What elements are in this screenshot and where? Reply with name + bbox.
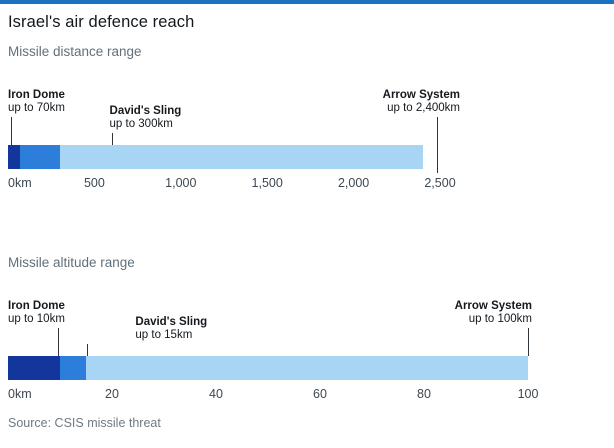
axis-tick-label: 20: [105, 387, 119, 401]
annotation-iron-dome: Iron Dome up to 10km: [8, 300, 65, 326]
leader-line: [111, 133, 113, 145]
axis-tick-label: 60: [313, 387, 327, 401]
leader-line: [527, 328, 529, 356]
annotation-title: Arrow System: [454, 300, 532, 312]
bar-segment-arrow-system: [59, 145, 423, 169]
leader-line: [437, 117, 439, 173]
bar-segment-iron-dome: [8, 356, 60, 380]
annotation-value: up to 100km: [468, 313, 532, 325]
chart-subtitle: Missile altitude range: [8, 255, 135, 270]
x-axis: 0km 20 40 60 80 100: [8, 380, 538, 404]
annotation-title: David's Sling: [109, 105, 182, 117]
annotation-value: up to 10km: [8, 313, 65, 325]
axis-tick-label: 0km: [8, 387, 32, 401]
annotation-david-s-sling: David's Sling up to 300km: [110, 105, 182, 131]
source-note: Source: CSIS missile threat: [8, 416, 161, 430]
chart-subtitle: Missile distance range: [8, 44, 142, 59]
annotation-arrow-system: Arrow System up to 100km: [455, 300, 532, 326]
axis-tick-label: 100: [517, 387, 539, 401]
plot-area: Iron Dome up to 70km David's Sling up to 30…: [8, 87, 460, 193]
bar-segment-iron-dome: [8, 145, 21, 169]
axis-tick-label: 40: [209, 387, 223, 401]
stacked-bar: [8, 145, 440, 169]
axis-tick-label: 2,000: [337, 176, 370, 190]
annotation-david-s-sling: David's Sling up to 15km: [135, 316, 207, 342]
page-title: Israel's air defence reach: [8, 13, 195, 31]
annotation-title: Iron Dome: [8, 300, 65, 312]
leader-line: [10, 117, 12, 145]
axis-tick-label: 1,500: [251, 176, 283, 190]
missile-distance-chart: Missile distance range Iron Dome up to 70…: [8, 44, 606, 193]
annotation-value: up to 15km: [135, 329, 193, 341]
axis-tick-label: 500: [83, 176, 105, 190]
axis-tick-label: 0km: [8, 176, 32, 190]
axis-tick-label: 80: [417, 387, 431, 401]
bar-segment-arrow-system: [86, 356, 528, 380]
annotation-title: Iron Dome: [8, 89, 65, 101]
accent-top-rule: [0, 0, 614, 4]
axis-tick-label: 1,000: [165, 176, 197, 190]
annotation-value: up to 300km: [109, 118, 173, 130]
missile-altitude-chart: Missile altitude range Iron Dome up to 10…: [8, 255, 606, 404]
bar-segment-david-s-sling: [60, 356, 86, 380]
annotation-value: up to 2,400km: [387, 102, 460, 114]
stacked-bar: [8, 356, 528, 380]
axis-tick-label: 2,500: [424, 176, 456, 190]
annotation-arrow-system: Arrow System up to 2,400km: [383, 89, 460, 115]
leader-line: [57, 328, 59, 356]
annotation-title: David's Sling: [135, 316, 208, 328]
annotation-iron-dome: Iron Dome up to 70km: [8, 89, 65, 115]
bar-segment-david-s-sling: [20, 145, 60, 169]
annotation-zone: Iron Dome up to 10km David's Sling up to 15…: [8, 298, 532, 356]
annotation-zone: Iron Dome up to 70km David's Sling up to 30…: [8, 87, 460, 145]
annotation-value: up to 70km: [8, 102, 65, 114]
x-axis: 0km 500 1,000 1,500 2,000 2,500: [8, 169, 456, 193]
plot-area: Iron Dome up to 10km David's Sling up to 15…: [8, 298, 538, 404]
leader-line: [86, 344, 88, 356]
annotation-title: Arrow System: [382, 89, 460, 101]
